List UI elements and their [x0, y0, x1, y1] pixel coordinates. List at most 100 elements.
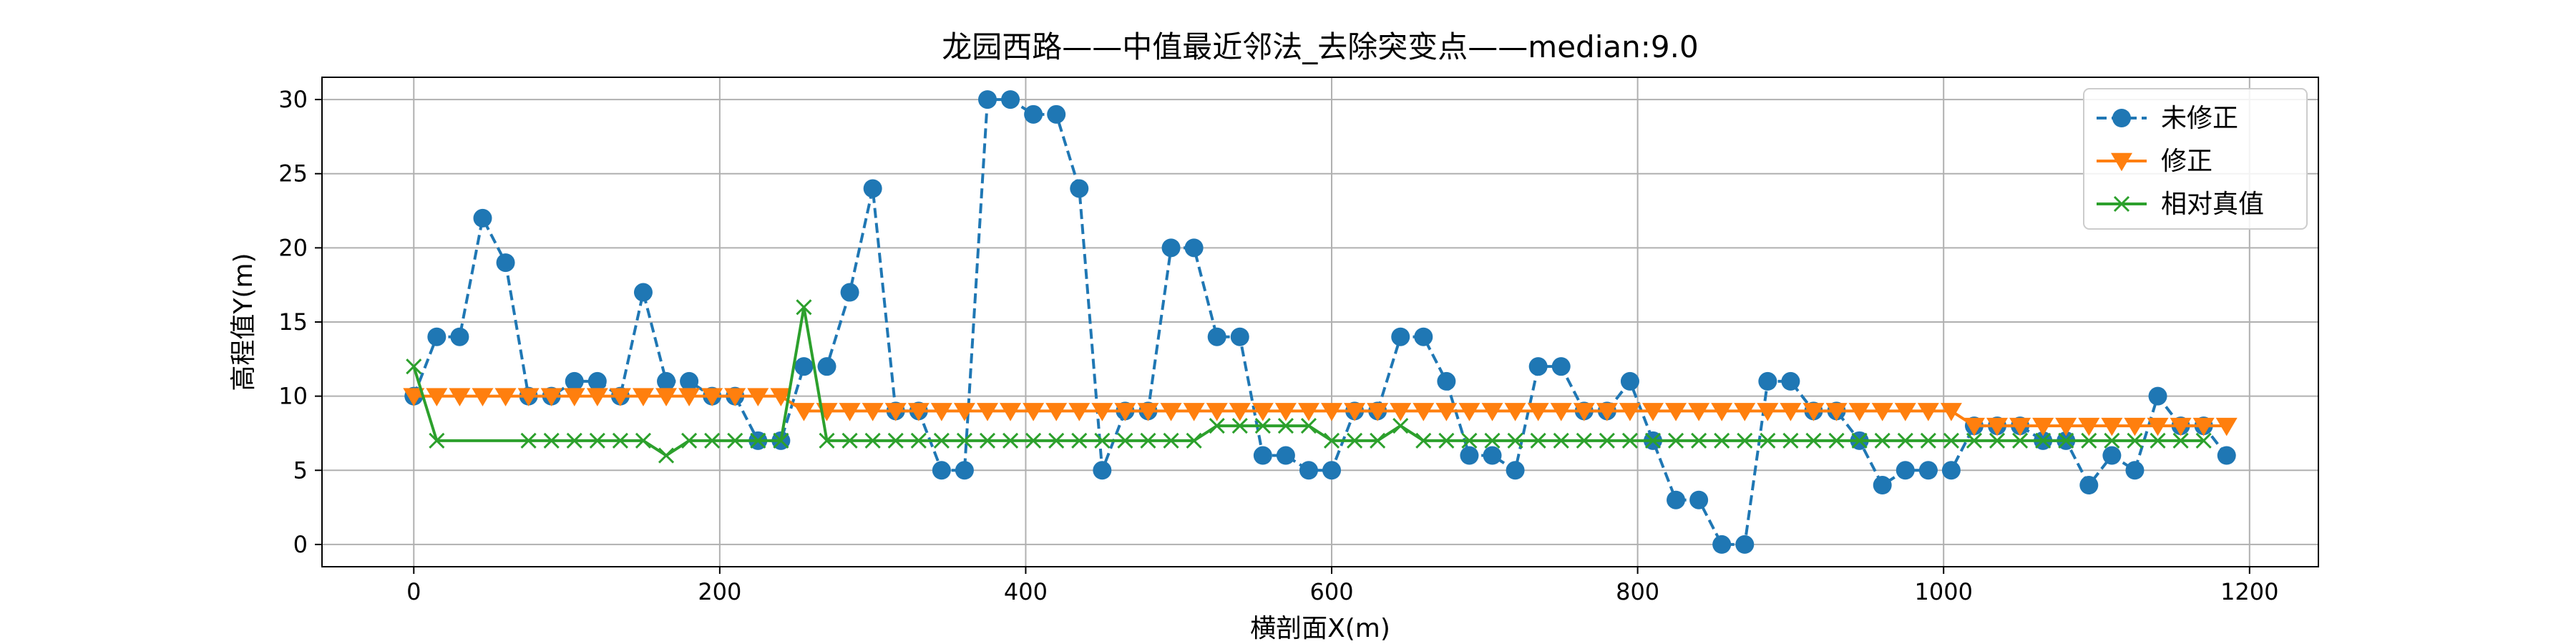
data-point: [932, 461, 951, 480]
data-point: [1551, 357, 1571, 376]
data-point: [1963, 417, 1985, 436]
data-point: [1414, 327, 1433, 346]
data-point: [1897, 432, 1913, 449]
data-point: [1941, 461, 1961, 480]
data-point: [1758, 371, 1777, 391]
data-point: [1484, 432, 1501, 449]
data-point: [1001, 90, 1020, 109]
data-point: [1918, 461, 1938, 480]
y-tick-label: 30: [278, 86, 308, 113]
data-point: [1802, 403, 1825, 421]
data-point: [2055, 417, 2077, 436]
data-point: [520, 432, 537, 449]
data-point: [1848, 403, 1870, 421]
data-point: [1504, 403, 1526, 421]
data-point: [1989, 432, 2006, 449]
data-point: [2127, 432, 2143, 449]
data-point: [586, 388, 608, 406]
y-tick-label: 20: [278, 234, 308, 261]
y-axis-label: 高程值Y(m): [229, 253, 258, 391]
data-point: [1253, 446, 1272, 465]
data-point: [1140, 432, 1156, 449]
data-point: [1299, 461, 1318, 480]
data-point: [1274, 403, 1297, 421]
data-point: [1712, 535, 1732, 554]
data-point: [426, 388, 448, 406]
data-point: [2112, 109, 2131, 127]
legend-entry: 修正: [2097, 147, 2212, 176]
data-point: [1711, 403, 1733, 421]
data-point: [473, 208, 492, 228]
data-point: [635, 432, 652, 449]
data-point: [1667, 490, 1686, 509]
y-tick-label: 25: [278, 160, 308, 187]
data-point: [1642, 403, 1664, 421]
data-point: [1668, 432, 1684, 449]
data-point: [887, 432, 904, 449]
chart-title: 龙园西路——中值最近邻法_去除突变点——median:9.0: [942, 29, 1698, 64]
data-point: [1871, 403, 1893, 421]
data-point: [1207, 327, 1226, 346]
data-point: [1507, 432, 1523, 449]
data-point: [1737, 432, 1753, 449]
data-point: [1068, 403, 1091, 421]
data-point: [609, 388, 631, 406]
data-point: [540, 388, 562, 406]
data-point: [910, 432, 927, 449]
data-point: [770, 388, 792, 406]
data-point: [884, 403, 907, 421]
series-group: [403, 90, 2238, 554]
data-point: [1347, 432, 1363, 449]
legend-label: 修正: [2161, 147, 2212, 176]
data-point: [1894, 403, 1916, 421]
data-point: [955, 461, 974, 480]
data-point: [701, 388, 723, 406]
data-point: [1071, 432, 1088, 449]
data-point: [724, 388, 746, 406]
data-point: [494, 388, 517, 406]
x-tick-label: 200: [698, 578, 741, 605]
data-point: [1620, 371, 1639, 391]
data-point: [2079, 476, 2099, 494]
data-point: [1781, 371, 1800, 391]
data-point: [450, 327, 469, 346]
data-point: [1851, 432, 1868, 449]
data-point: [1438, 432, 1455, 449]
data-point: [1828, 432, 1845, 449]
data-point: [930, 403, 952, 421]
x-tick-label: 400: [1004, 578, 1048, 605]
data-point: [2009, 417, 2031, 436]
data-point: [907, 403, 930, 421]
legend-label: 未修正: [2161, 104, 2238, 133]
data-point: [1390, 403, 1412, 421]
data-point: [1527, 403, 1549, 421]
x-tick-label: 1200: [2220, 578, 2278, 605]
data-point: [2147, 417, 2169, 436]
data-point: [681, 432, 698, 449]
series-triangle-down: [403, 388, 2238, 436]
data-point: [1370, 432, 1386, 449]
data-point: [747, 388, 769, 406]
series-x: [406, 299, 2212, 464]
data-point: [1735, 535, 1755, 554]
data-point: [1344, 403, 1366, 421]
data-point: [1117, 432, 1133, 449]
data-point: [1045, 403, 1068, 421]
data-point: [565, 371, 584, 391]
data-point: [589, 432, 605, 449]
data-point: [1321, 403, 1343, 421]
data-point: [1413, 403, 1435, 421]
data-point: [953, 403, 975, 421]
data-point: [1023, 403, 1045, 421]
x-axis-label: 横剖面X(m): [1250, 614, 1390, 643]
data-point: [1091, 403, 1113, 421]
data-point: [977, 403, 998, 421]
data-point: [563, 388, 585, 406]
y-tick-label: 0: [293, 531, 308, 558]
data-point: [1619, 403, 1641, 421]
data-point: [517, 388, 540, 406]
data-point: [2012, 432, 2029, 449]
data-point: [862, 403, 884, 421]
